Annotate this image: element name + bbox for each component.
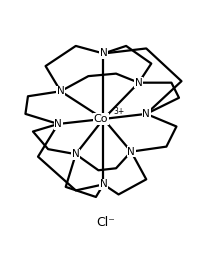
- Text: Co: Co: [94, 114, 108, 124]
- Text: N: N: [100, 179, 107, 189]
- Text: N: N: [54, 119, 62, 129]
- Text: N: N: [57, 86, 64, 96]
- Text: N: N: [72, 149, 80, 159]
- Text: N: N: [127, 147, 135, 157]
- Text: N: N: [142, 109, 150, 119]
- Text: Cl⁻: Cl⁻: [97, 216, 115, 229]
- Text: N: N: [100, 49, 107, 59]
- Text: 3+: 3+: [113, 107, 124, 116]
- Text: N: N: [135, 78, 143, 88]
